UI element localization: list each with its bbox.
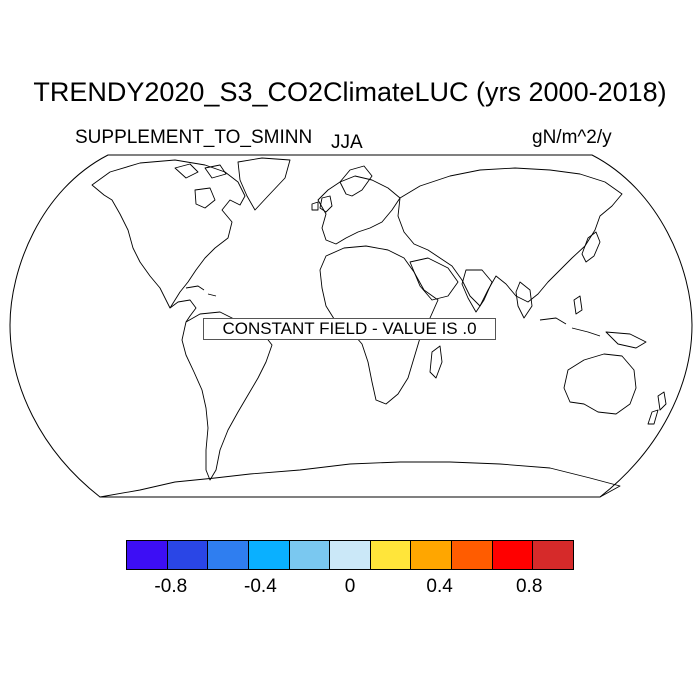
colorbar-swatch (371, 541, 412, 569)
europe-coast (318, 176, 400, 244)
colorbar-swatch (127, 541, 168, 569)
asia-coast (398, 168, 622, 306)
colorbar-swatch (452, 541, 493, 569)
colorbar-swatch (493, 541, 534, 569)
new-zealand (648, 392, 666, 424)
colorbar-tick-label: -0.8 (141, 576, 201, 598)
colorbar-tick-label: 0.8 (499, 576, 559, 598)
colorbar-swatch (533, 541, 573, 569)
caribbean-islands (186, 286, 216, 296)
british-isles (312, 196, 332, 212)
australia-coast (564, 354, 636, 414)
madagascar (430, 346, 442, 378)
scandinavia (340, 166, 372, 196)
colorbar-swatch (411, 541, 452, 569)
colorbar-tick-label: 0.4 (410, 576, 470, 598)
colorbar-swatch (208, 541, 249, 569)
colorbar-swatch (168, 541, 209, 569)
maritime-southeast-asia (540, 296, 646, 348)
constant-field-notice: CONSTANT FIELD - VALUE IS .0 (203, 318, 496, 340)
greenland-coast (238, 158, 290, 210)
colorbar-swatch (249, 541, 290, 569)
north-america-coast (92, 160, 245, 308)
colorbar-swatch (330, 541, 371, 569)
colorbar-tick-label: -0.4 (230, 576, 290, 598)
colorbar (126, 540, 574, 570)
hudson-bay (195, 188, 215, 208)
arabia-coast (410, 258, 458, 300)
arctic-islands (175, 164, 226, 178)
colorbar-swatch (290, 541, 331, 569)
colorbar-tick-label: 0 (320, 576, 380, 598)
antarctica-coast (100, 462, 620, 497)
